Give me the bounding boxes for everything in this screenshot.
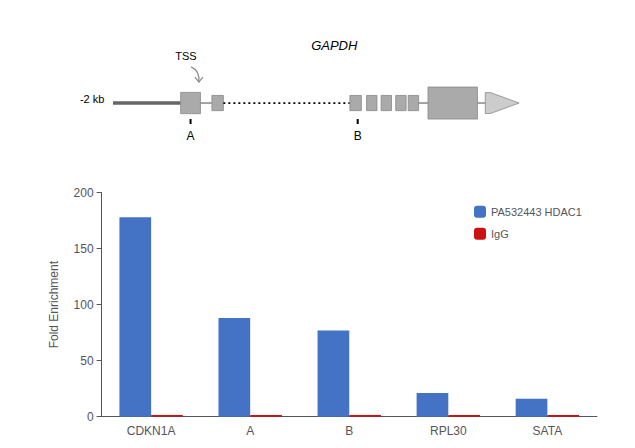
svg-text:-2 kb: -2 kb <box>80 93 104 105</box>
svg-text:0: 0 <box>87 410 94 424</box>
svg-text:200: 200 <box>74 186 94 200</box>
svg-text:RPL30: RPL30 <box>430 424 467 438</box>
svg-text:GAPDH: GAPDH <box>311 38 358 53</box>
svg-text:100: 100 <box>74 298 94 312</box>
svg-text:150: 150 <box>74 242 94 256</box>
svg-text:PA532443 HDAC1: PA532443 HDAC1 <box>491 206 582 218</box>
svg-text:IgG: IgG <box>491 228 509 240</box>
svg-text:A: A <box>246 424 254 438</box>
svg-text:SATA: SATA <box>533 424 563 438</box>
svg-text:Fold Enrichment: Fold Enrichment <box>47 260 61 348</box>
svg-text:B: B <box>345 424 353 438</box>
svg-text:50: 50 <box>80 354 94 368</box>
svg-text:TSS: TSS <box>175 50 196 62</box>
svg-text:B: B <box>354 129 362 143</box>
svg-text:A: A <box>187 129 195 143</box>
svg-text:CDKN1A: CDKN1A <box>127 424 176 438</box>
